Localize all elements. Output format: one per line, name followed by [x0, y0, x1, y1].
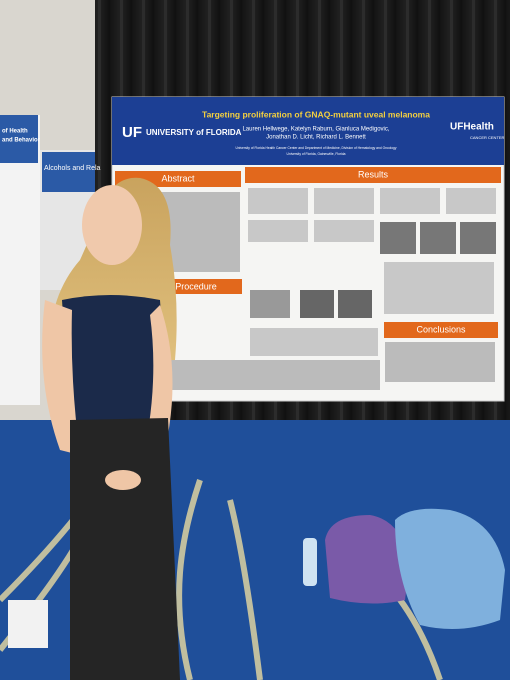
poster-header — [112, 97, 504, 165]
logo-right: UFHealth — [450, 122, 494, 133]
poster-affiliation: University of Florida Health Cancer Cent… — [235, 146, 396, 150]
backpack — [325, 515, 410, 604]
side-heading: of Health — [2, 129, 28, 135]
section-heading: Procedure — [175, 281, 217, 291]
poster-figures — [248, 188, 496, 356]
side-banner-text: Alcohols and Rela — [44, 165, 101, 172]
logo-name: UNIVERSITY of FLORIDA — [146, 128, 242, 137]
logo-right-sub: CANCER CENTER — [470, 135, 505, 140]
poster-authors: Jonathan D. Licht, Richard L. Bennett — [266, 135, 366, 141]
face — [82, 185, 142, 265]
section-bar — [245, 167, 501, 183]
hands — [105, 470, 141, 490]
flyer — [8, 600, 48, 648]
logo-mark: UF — [122, 124, 142, 141]
trousers — [70, 418, 180, 680]
poster-affiliation: University of Florida, Gainesville, Flor… — [287, 152, 346, 156]
water-bottle — [303, 538, 317, 586]
section-heading: Abstract — [161, 173, 195, 183]
section-bar — [384, 322, 498, 338]
side-poster-header — [0, 115, 38, 163]
side-poster — [0, 115, 40, 405]
poster-title: Targeting proliferation of GNAQ-mutant u… — [202, 109, 430, 119]
backpack — [395, 508, 505, 629]
side-heading: and Behavior — [2, 138, 41, 144]
side-banner — [42, 152, 95, 192]
section-heading: Conclusions — [416, 324, 466, 334]
top — [62, 295, 168, 425]
section-heading: Results — [358, 169, 389, 179]
poster-authors: Lauren Hellwege, Katelyn Raburn, Gianluc… — [242, 127, 389, 133]
